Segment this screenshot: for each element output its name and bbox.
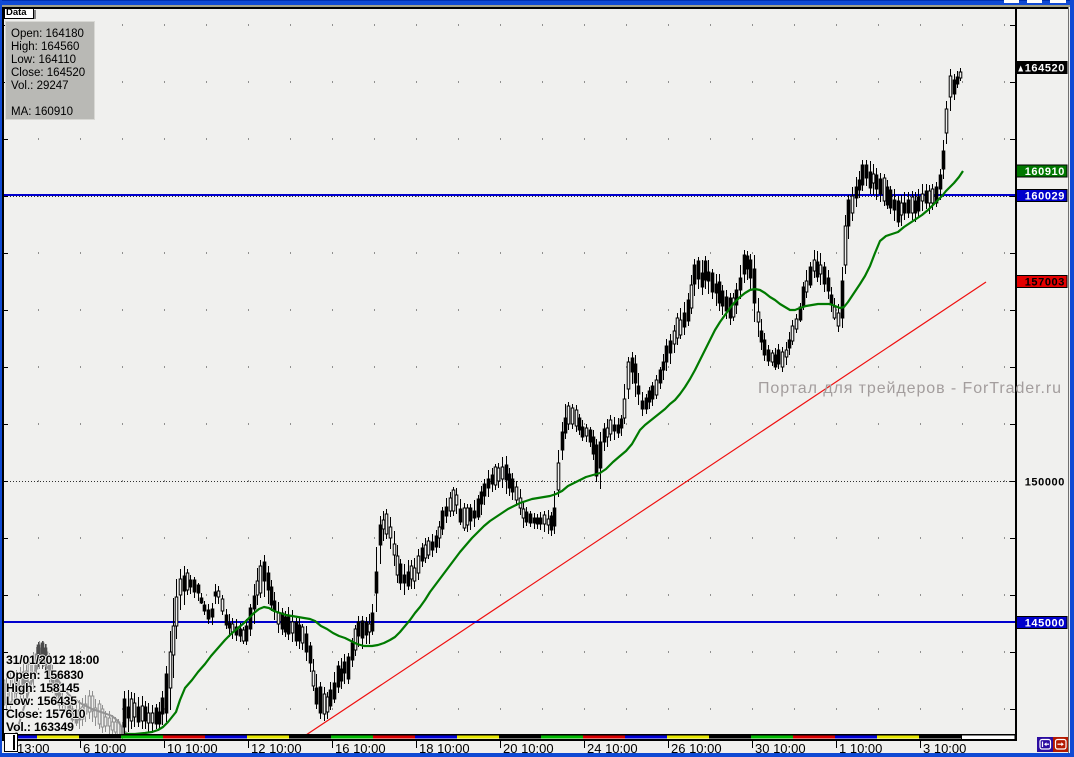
- svg-text:145000: 145000: [1025, 618, 1065, 630]
- svg-text:164520: 164520: [1025, 63, 1065, 75]
- svg-text:160029: 160029: [1025, 191, 1065, 203]
- svg-text:160910: 160910: [1025, 166, 1065, 178]
- svg-text:150000: 150000: [1025, 477, 1065, 489]
- svg-text:157003: 157003: [1025, 277, 1065, 289]
